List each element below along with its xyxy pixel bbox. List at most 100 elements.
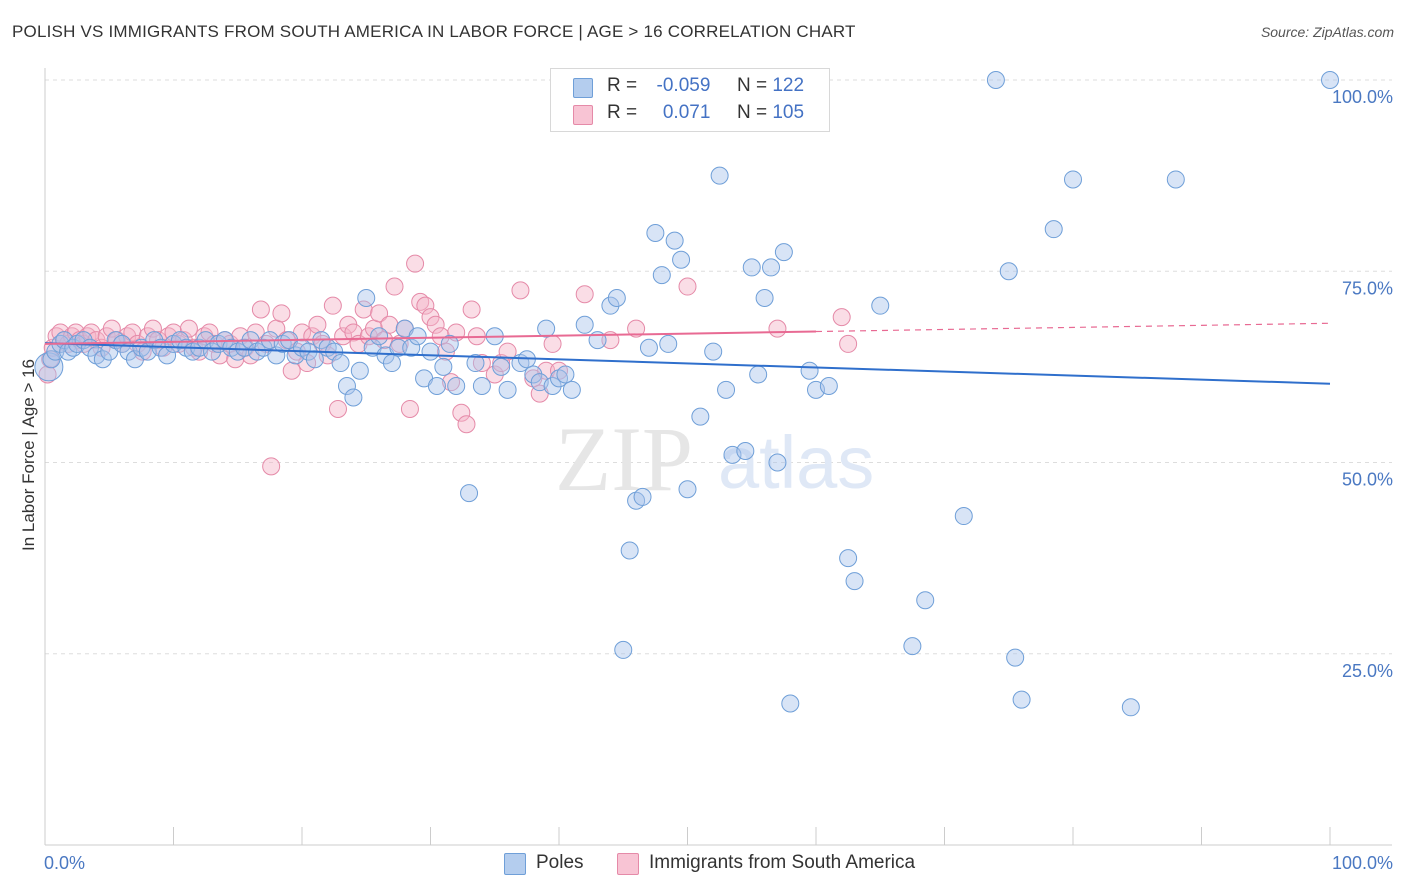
poles-point-126 bbox=[1166, 170, 1185, 189]
poles-point-94 bbox=[665, 231, 684, 250]
poles-point-100 bbox=[717, 380, 736, 399]
south-america-legend-label: Immigrants from South America bbox=[649, 852, 916, 873]
poles-point-19 bbox=[145, 331, 164, 350]
poles-point-116 bbox=[903, 637, 922, 656]
poles-point-103 bbox=[742, 258, 761, 277]
sa-point-100 bbox=[627, 319, 646, 338]
poles-point-82 bbox=[575, 315, 594, 334]
poles-point-92 bbox=[652, 266, 671, 285]
poles-point-62 bbox=[421, 342, 440, 361]
poles-point-71 bbox=[492, 357, 511, 376]
sa-point-77 bbox=[416, 296, 435, 315]
poles-point-106 bbox=[762, 258, 781, 277]
poles-point-117 bbox=[916, 591, 935, 610]
sa-point-98 bbox=[575, 285, 594, 304]
sa-point-45 bbox=[251, 300, 270, 319]
sa-point-96 bbox=[543, 334, 562, 353]
poles-n-value: 122 bbox=[772, 75, 805, 96]
poles-legend-label: Poles bbox=[536, 852, 584, 873]
y-tick-label-0: 25.0% bbox=[1342, 661, 1393, 681]
watermark: ZIP atlas bbox=[555, 408, 874, 510]
trend-lines bbox=[44, 322, 1331, 385]
sa-point-84 bbox=[452, 403, 471, 422]
poles-point-93 bbox=[659, 334, 678, 353]
sa-point-101 bbox=[678, 277, 697, 296]
poles-point-78 bbox=[543, 377, 562, 395]
poles-point-63 bbox=[427, 377, 446, 395]
sa-point-56 bbox=[308, 315, 327, 334]
poles-point-59 bbox=[402, 338, 421, 357]
sa-point-20 bbox=[123, 323, 142, 342]
poles-point-54 bbox=[370, 327, 389, 346]
sa-point-49 bbox=[272, 304, 291, 323]
poles-point-89 bbox=[633, 487, 652, 506]
poles-point-49 bbox=[337, 377, 356, 395]
poles-point-51 bbox=[350, 361, 369, 380]
sa-point-86 bbox=[462, 300, 481, 319]
sa-point-0 bbox=[38, 365, 57, 384]
south-america-legend-swatch bbox=[617, 853, 639, 875]
sa-point-103 bbox=[832, 308, 851, 327]
sa-point-63 bbox=[344, 323, 363, 342]
y-tick-label-1: 50.0% bbox=[1342, 470, 1393, 490]
poles-point-68 bbox=[466, 354, 485, 373]
watermark-zip: ZIP bbox=[555, 408, 693, 510]
poles-point-23 bbox=[170, 331, 189, 350]
tick-labels: 25.0% 50.0% 75.0% 100.0% 0.0% 100.0% bbox=[44, 87, 1393, 873]
poles-point-119 bbox=[986, 71, 1005, 89]
poles-point-96 bbox=[678, 480, 697, 499]
poles-point-104 bbox=[749, 365, 768, 384]
stats-legend: R = -0.059 N = 122 R = 0.071 N = 105 bbox=[550, 68, 830, 132]
poles-point-107 bbox=[768, 453, 787, 472]
poles-point-122 bbox=[1012, 690, 1031, 709]
sa-point-70 bbox=[380, 315, 399, 334]
poles-point-127 bbox=[1321, 71, 1339, 89]
x-tick-label-1: 100.0% bbox=[1332, 853, 1393, 873]
poles-point-80 bbox=[556, 365, 575, 384]
poles-n-label: N = bbox=[736, 75, 768, 96]
poles-point-95 bbox=[672, 250, 691, 269]
poles-point-118 bbox=[954, 507, 973, 526]
poles-point-113 bbox=[839, 549, 858, 568]
sa-point-90 bbox=[492, 354, 511, 373]
sa-point-102 bbox=[768, 319, 787, 338]
poles-r-label: R = bbox=[607, 75, 638, 96]
poles-point-120 bbox=[999, 262, 1018, 281]
sa-point-61 bbox=[334, 327, 353, 346]
poles-point-108 bbox=[774, 243, 793, 262]
poles-point-77 bbox=[537, 319, 556, 338]
poles-point-50 bbox=[344, 388, 363, 407]
sa-point-85 bbox=[457, 415, 476, 434]
south-america-swatch bbox=[573, 105, 593, 125]
sa-point-51 bbox=[282, 361, 301, 380]
poles-swatch bbox=[573, 78, 593, 98]
sa-point-74 bbox=[400, 399, 419, 418]
sa-point-89 bbox=[485, 365, 504, 384]
poles-point-72 bbox=[498, 380, 517, 399]
poles-point-11 bbox=[93, 350, 112, 369]
poles-point-85 bbox=[607, 289, 626, 308]
watermark-atlas: atlas bbox=[718, 421, 874, 504]
poles-point-60 bbox=[408, 327, 427, 346]
poles-point-112 bbox=[819, 377, 838, 395]
sa-point-91 bbox=[498, 342, 517, 361]
poles-point-52 bbox=[357, 289, 376, 308]
poles-point-56 bbox=[382, 354, 401, 373]
poles-point-87 bbox=[620, 541, 639, 560]
poles-point-91 bbox=[646, 224, 665, 242]
sa-r-label: R = bbox=[607, 102, 638, 123]
sa-point-71 bbox=[385, 277, 404, 296]
sa-point-92 bbox=[511, 281, 530, 300]
x-tick-label-0: 0.0% bbox=[44, 853, 85, 873]
sa-point-24 bbox=[143, 319, 162, 338]
sa-point-88 bbox=[472, 354, 491, 373]
sa-trend-line-extension bbox=[815, 322, 1331, 333]
sa-n-label: N = bbox=[736, 102, 768, 123]
poles-point-57 bbox=[389, 338, 408, 357]
sa-point-65 bbox=[354, 300, 373, 319]
axes bbox=[44, 68, 1392, 846]
sa-point-104 bbox=[839, 334, 858, 353]
poles-point-105 bbox=[755, 289, 774, 308]
sa-trend-line bbox=[44, 330, 817, 345]
